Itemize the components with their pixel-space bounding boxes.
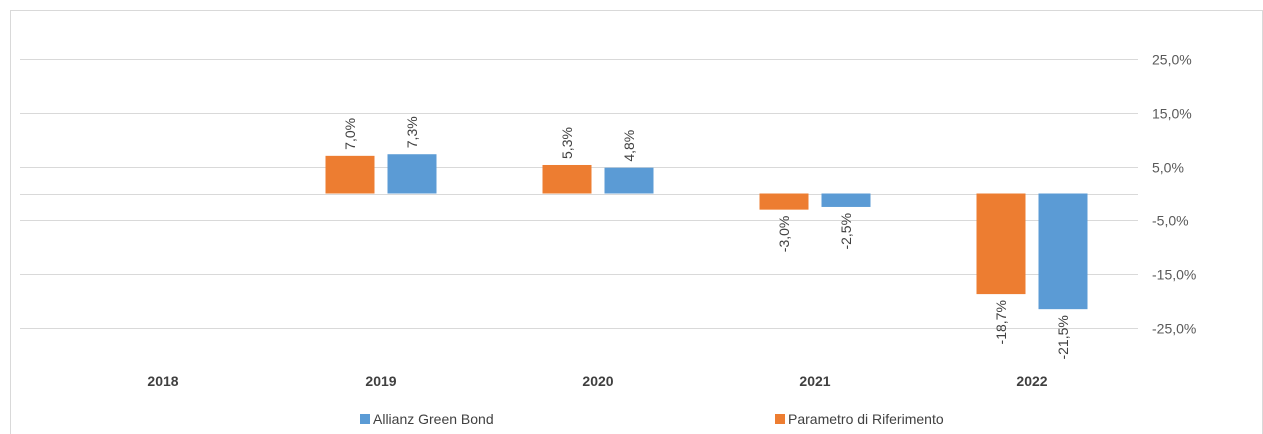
bar (325, 155, 375, 194)
gridlines (20, 59, 1138, 329)
data-label: 7,3% (404, 116, 420, 148)
bar (821, 193, 871, 207)
data-label: 4,8% (621, 130, 637, 162)
data-label: -18,7% (993, 300, 1009, 344)
bar (759, 193, 809, 210)
x-category-labels: 2018 2019 2020 2021 2022 (147, 373, 1047, 389)
x-category-label: 2019 (365, 373, 396, 389)
legend: Allianz Green Bond Parametro di Riferimen… (360, 411, 944, 427)
data-label: 7,0% (342, 118, 358, 150)
x-category-label: 2018 (147, 373, 178, 389)
bar (604, 167, 654, 194)
data-label: 5,3% (559, 127, 575, 159)
data-label: -2,5% (838, 213, 854, 250)
bar (976, 193, 1026, 295)
y-tick-label: -15,0% (1152, 267, 1196, 283)
bar (387, 154, 437, 194)
data-labels: 7,0% 5,3% -3,0% -18,7% 7,3% 4,8% -2,5% -21,5% (342, 116, 1071, 359)
bars (325, 154, 1088, 310)
data-label: -21,5% (1055, 315, 1071, 359)
x-category-label: 2020 (582, 373, 613, 389)
y-tick-label: 25,0% (1152, 52, 1192, 68)
y-tick-label: 5,0% (1152, 160, 1184, 176)
bar (542, 164, 592, 194)
x-category-label: 2022 (1016, 373, 1047, 389)
bar (1038, 193, 1088, 310)
legend-label: Parametro di Riferimento (788, 411, 944, 427)
y-tick-label: -5,0% (1152, 213, 1189, 229)
y-tick-label: -25,0% (1152, 321, 1196, 337)
y-tick-label: 15,0% (1152, 106, 1192, 122)
legend-swatch (360, 414, 370, 424)
data-label: -3,0% (776, 216, 792, 253)
legend-label: Allianz Green Bond (373, 411, 494, 427)
x-category-label: 2021 (799, 373, 830, 389)
legend-swatch (775, 414, 785, 424)
y-tick-labels: 25,0% 15,0% 5,0% -5,0% -15,0% -25,0% (1152, 52, 1196, 337)
